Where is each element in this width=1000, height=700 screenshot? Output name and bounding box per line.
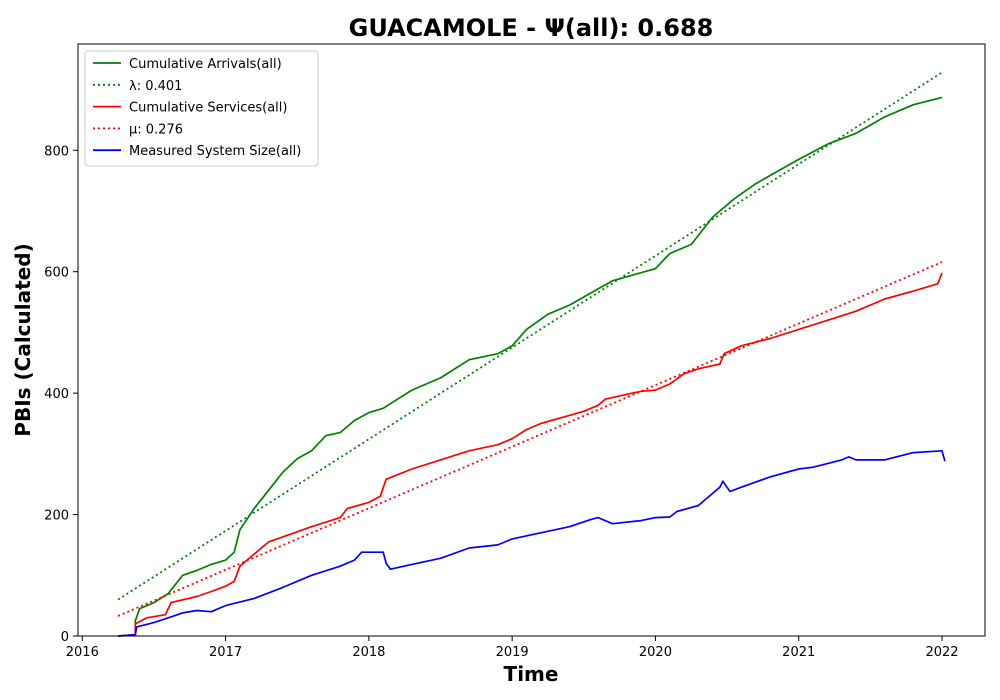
y-tick-label: 200: [44, 509, 69, 524]
series-line-4: [118, 449, 946, 637]
series-line-2: [118, 272, 943, 637]
x-axis-label: Time: [504, 662, 559, 686]
legend-label-4: Measured System Size(all): [129, 144, 301, 159]
plot-frame: [77, 43, 986, 637]
legend-label-2: Cumulative Services(all): [129, 101, 287, 116]
y-tick-label: 400: [44, 387, 69, 402]
series-line-3: [117, 261, 943, 617]
y-tick-label: 800: [44, 144, 69, 159]
y-axis-label: PBIs (Calculated): [11, 243, 35, 436]
series-line-0: [118, 96, 943, 637]
legend-label-3: μ: 0.276: [129, 122, 183, 137]
y-tick-label: 600: [44, 266, 69, 281]
legend: Cumulative Arrivals(all) λ: 0.401 Cumulati…: [84, 50, 319, 167]
x-tick-label: 2019: [496, 645, 529, 660]
x-tick-label: 2017: [209, 645, 242, 660]
plot-area: [77, 43, 986, 637]
legend-label-1: λ: 0.401: [129, 79, 182, 94]
x-tick-label: 2022: [925, 645, 958, 660]
x-tick-label: 2020: [639, 645, 672, 660]
x-tick-label: 2016: [66, 645, 99, 660]
x-axis-ticks: 2016 2017 2018 2019 2020 2021 2022: [66, 636, 959, 660]
y-axis-ticks: 0 200 400 600 800: [44, 144, 78, 645]
x-tick-label: 2021: [782, 645, 815, 660]
legend-label-0: Cumulative Arrivals(all): [129, 57, 282, 72]
series-line-1: [117, 71, 943, 601]
legend-box: [84, 50, 319, 167]
chart-title: GUACAMOLE - Ψ(all): 0.688: [349, 14, 714, 42]
x-tick-label: 2018: [352, 645, 385, 660]
y-tick-label: 0: [61, 630, 69, 645]
